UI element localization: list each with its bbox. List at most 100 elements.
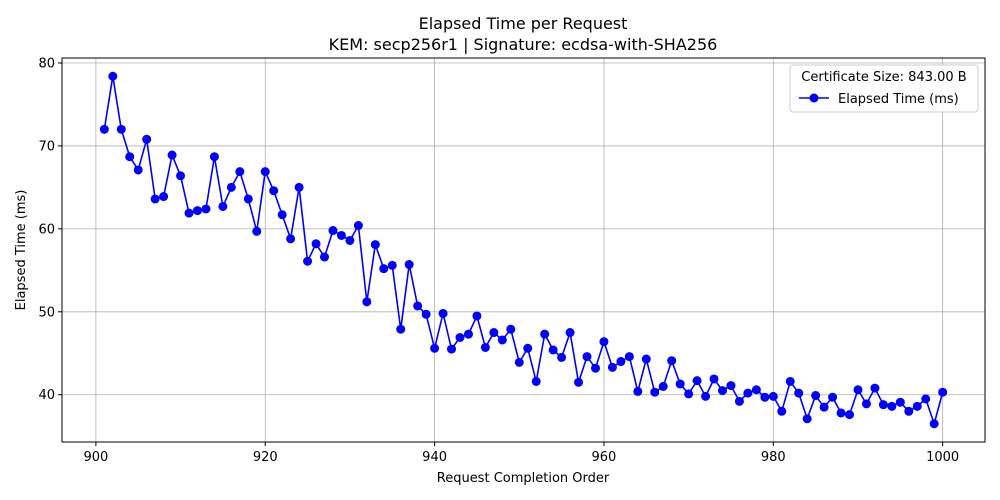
y-axis-label: Elapsed Time (ms)	[14, 190, 29, 311]
data-point	[751, 385, 761, 395]
data-point	[912, 401, 922, 411]
data-point	[353, 221, 363, 231]
data-point	[150, 194, 160, 204]
data-point	[607, 362, 617, 372]
data-point	[430, 343, 440, 353]
data-point	[904, 406, 914, 416]
y-tick-label: 50	[38, 305, 55, 320]
data-point	[853, 385, 863, 395]
data-point	[870, 383, 880, 393]
data-point	[582, 352, 592, 362]
data-point	[734, 396, 744, 406]
data-point	[675, 379, 685, 389]
data-point	[260, 167, 270, 177]
data-point	[514, 357, 524, 367]
data-point	[726, 381, 736, 391]
data-point	[506, 324, 516, 334]
data-point	[667, 356, 677, 366]
series-group	[99, 71, 948, 429]
data-point	[294, 182, 304, 192]
data-point	[590, 363, 600, 373]
data-point	[523, 343, 533, 353]
data-point	[286, 234, 296, 244]
data-point	[387, 260, 397, 270]
data-point	[438, 308, 448, 318]
x-tick-label: 900	[83, 450, 108, 465]
x-tick-label: 960	[592, 450, 617, 465]
data-point	[616, 357, 626, 367]
data-point	[192, 206, 202, 216]
data-point	[116, 124, 126, 134]
data-point	[828, 392, 838, 402]
data-point	[472, 311, 482, 321]
x-tick-label: 920	[253, 450, 278, 465]
data-point	[701, 391, 711, 401]
x-tick-label: 980	[761, 450, 786, 465]
axis-ticks: 900 920 940 960 980 1000 40 50 60 70 80	[38, 56, 959, 465]
data-point	[447, 344, 457, 354]
data-point	[565, 328, 575, 338]
data-point	[184, 208, 194, 218]
data-point	[785, 376, 795, 386]
data-point	[108, 71, 118, 81]
data-point	[277, 210, 287, 220]
data-point	[125, 152, 135, 162]
data-point	[599, 337, 609, 347]
data-point	[311, 239, 321, 249]
data-point	[201, 204, 211, 214]
data-point	[624, 352, 634, 362]
y-tick-label: 40	[38, 388, 55, 403]
y-tick-label: 80	[38, 56, 55, 71]
data-point	[658, 381, 668, 391]
data-point	[692, 376, 702, 386]
y-tick-label: 60	[38, 222, 55, 237]
data-point	[802, 414, 812, 424]
data-point	[159, 192, 169, 202]
data-point	[540, 329, 550, 339]
y-tick-label: 70	[38, 139, 55, 154]
data-point	[760, 392, 770, 402]
legend: Certificate Size: 843.00 B Elapsed Time …	[789, 64, 979, 113]
x-tick-label: 940	[422, 450, 447, 465]
plot-frame	[61, 57, 986, 443]
data-point	[861, 399, 871, 409]
data-point	[650, 387, 660, 397]
data-point	[878, 400, 888, 410]
data-point	[421, 309, 431, 319]
x-axis-label: Request Completion Order	[437, 471, 610, 486]
data-point	[836, 408, 846, 418]
data-point	[684, 389, 694, 399]
data-point	[455, 333, 465, 342]
data-point	[794, 388, 804, 398]
data-point	[336, 230, 346, 240]
data-point	[845, 410, 855, 420]
legend-box	[789, 64, 979, 113]
data-point	[929, 419, 939, 429]
data-point	[633, 386, 643, 396]
data-point	[819, 402, 829, 412]
data-point	[531, 376, 541, 386]
data-point	[718, 386, 727, 396]
data-point	[303, 256, 313, 266]
data-point	[743, 388, 753, 398]
data-point	[269, 186, 279, 196]
data-point	[133, 165, 143, 175]
data-point	[557, 352, 567, 362]
data-point	[480, 342, 490, 352]
data-point	[218, 201, 228, 211]
data-point	[235, 167, 245, 177]
data-point	[328, 226, 338, 236]
data-point	[142, 134, 152, 144]
data-point	[396, 324, 406, 334]
data-point	[641, 354, 651, 364]
series-line	[103, 75, 944, 425]
data-point	[320, 252, 329, 262]
data-point	[370, 240, 380, 250]
data-point	[404, 260, 414, 270]
data-point	[489, 328, 499, 338]
data-point	[777, 406, 787, 416]
data-point	[548, 345, 558, 355]
data-point	[252, 226, 262, 236]
data-point	[811, 391, 821, 401]
